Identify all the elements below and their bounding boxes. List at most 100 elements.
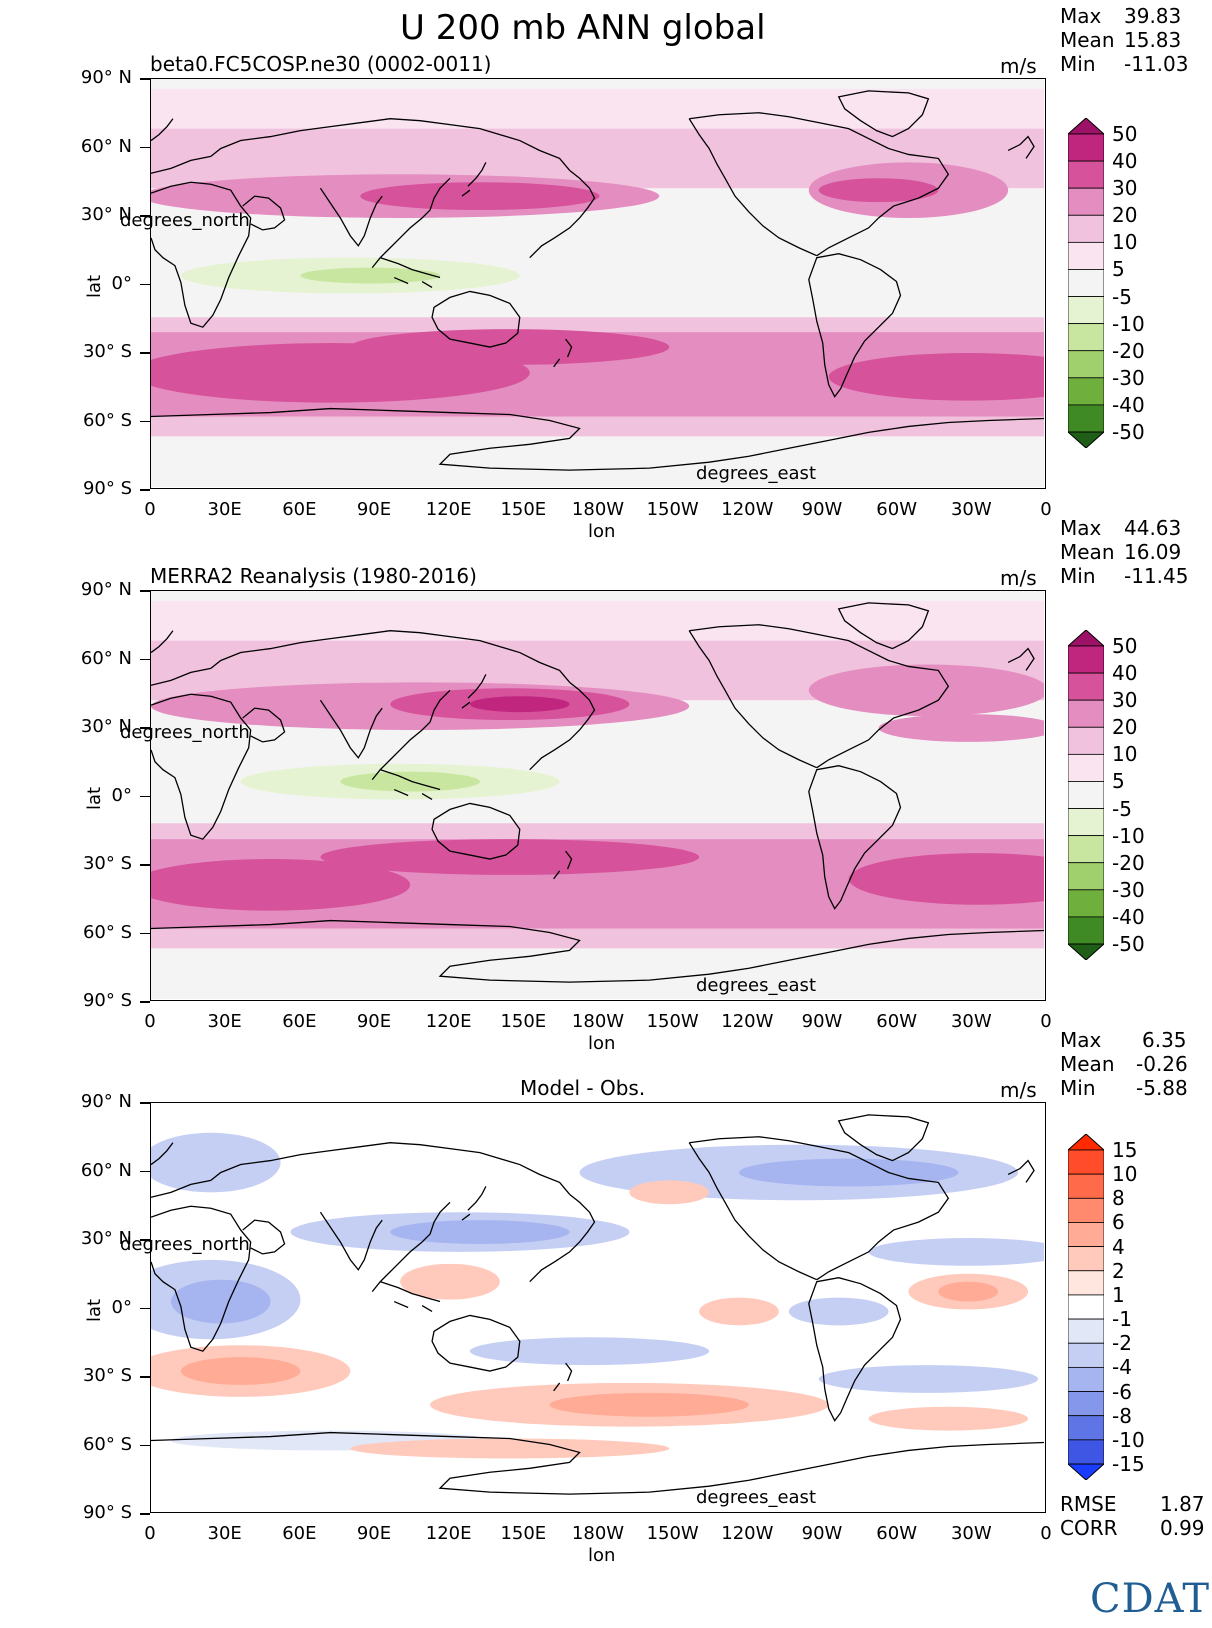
lat-tick-label: 60° S	[82, 921, 132, 943]
lon-tick-label: 60E	[282, 1523, 317, 1544]
lon-tick-label: 30W	[950, 499, 992, 520]
corr-value: 0.99	[1160, 1516, 1205, 1540]
colorbar-swatch	[1068, 1197, 1104, 1223]
colorbar-label: 50	[1112, 122, 1138, 146]
colorbar-swatches	[1068, 1134, 1104, 1480]
lat-tick-label: 30° S	[82, 1365, 132, 1386]
lon-tick-label: 60E	[282, 499, 317, 520]
stat-mean-value: 16.09	[1124, 540, 1182, 564]
lon-tick-label: 150E	[500, 1011, 547, 1032]
lat-tick-label: 0°	[111, 784, 132, 806]
colorbar-swatch	[1068, 1222, 1104, 1248]
colorbar-label: 4	[1112, 1234, 1125, 1259]
lon-tick-label: 150E	[500, 1523, 547, 1544]
colorbar-label: -4	[1112, 1355, 1132, 1380]
colorbar-swatch	[1068, 377, 1104, 406]
lon-tick-label: 90E	[356, 1011, 392, 1032]
colorbar-swatch	[1068, 699, 1104, 728]
colorbar-label: 8	[1112, 1186, 1125, 1211]
map-plot	[150, 590, 1046, 1001]
lat-tick-label: 90° S	[82, 478, 132, 499]
colorbar-label: -40	[1112, 392, 1145, 417]
lat-tick-mark	[140, 283, 150, 285]
lat-tick-label: 60° S	[82, 1433, 132, 1455]
lat-tick-mark	[140, 489, 150, 491]
colorbar-swatch	[1068, 753, 1104, 782]
lat-tick-label: 90° S	[82, 990, 132, 1011]
colorbar-label: -10	[1112, 823, 1145, 848]
lat-tick-mark	[140, 1001, 150, 1003]
colorbar-swatch	[1068, 1439, 1104, 1465]
lat-tick-mark	[140, 795, 150, 797]
lon-tick-label: 150W	[646, 1011, 699, 1032]
stat-min-label: Min	[1060, 52, 1096, 76]
colorbar-label: -30	[1112, 365, 1145, 390]
lon-tick-label: 90W	[801, 1011, 843, 1032]
lat-tick-mark	[140, 420, 150, 422]
lon-tick-label: 90W	[801, 499, 843, 520]
colorbar-label: -50	[1112, 932, 1145, 956]
lon-tick-label: 150E	[500, 499, 547, 520]
colorbar-swatch	[1068, 404, 1104, 433]
colorbar-swatch	[1068, 726, 1104, 755]
colorbar-bottom-arrow	[1068, 1463, 1104, 1480]
lat-overlay: degrees_north	[120, 1234, 250, 1255]
lon-tick-label: 60W	[876, 499, 917, 520]
colorbar-label: 10	[1112, 742, 1138, 767]
lat-tick-mark	[140, 78, 150, 80]
stat-mean-label: Mean	[1060, 1052, 1115, 1076]
lon-tick-label: 90E	[356, 499, 392, 520]
lon-tick-label: 0	[144, 1011, 156, 1032]
lon-tick-label: 150W	[646, 1523, 699, 1544]
main-title: U 200 mb ANN global	[400, 8, 766, 48]
lat-tick-label: 30° N	[80, 716, 132, 737]
lon-tick-label: 180W	[571, 1011, 625, 1032]
lon-tick-label: 0	[144, 499, 156, 520]
colorbar-swatch	[1068, 241, 1104, 270]
lon-tick-label: 0	[1040, 1011, 1052, 1032]
colorbar-label: -5	[1112, 796, 1132, 821]
colorbar-label: -10	[1112, 1427, 1145, 1452]
stat-mean-value: 15.83	[1124, 28, 1182, 52]
panel-model: beta0.FC5COSP.ne30 (0002-0011) m/s Max 3…	[0, 0, 1212, 542]
lat-tick-mark	[140, 1307, 150, 1309]
map-plot	[150, 1102, 1046, 1513]
lon-tick-label: 30E	[207, 1523, 242, 1544]
lat-tick-label: 30° N	[80, 204, 132, 225]
colorbar-label: 1	[1112, 1282, 1125, 1307]
lon-tick-label: 120E	[425, 499, 472, 520]
stat-min-value: -11.45	[1124, 564, 1189, 588]
lat-tick-mark	[140, 1170, 150, 1172]
lon-tick-label: 120W	[721, 499, 774, 520]
lat-tick-label: 60° N	[80, 1159, 132, 1181]
lat-tick-mark	[140, 932, 150, 934]
stat-mean-label: Mean	[1060, 540, 1115, 564]
lat-tick-label: 30° S	[82, 853, 132, 874]
lat-tick-label: 60° S	[82, 409, 132, 431]
lat-overlay: degrees_north	[120, 210, 250, 231]
units-label: m/s	[1000, 1078, 1037, 1102]
colorbar-swatch	[1068, 1366, 1104, 1392]
colorbar-label: -1	[1112, 1307, 1132, 1332]
lon-tick-label: 180W	[571, 499, 625, 520]
lon-tick-label: 30W	[950, 1011, 992, 1032]
lat-tick-label: 0°	[111, 272, 132, 294]
colorbar-label: 40	[1112, 661, 1138, 686]
map-plot	[150, 78, 1046, 489]
panel-obs: MERRA2 Reanalysis (1980-2016) m/s Max 44…	[0, 512, 1212, 1054]
lon-tick-label: 30E	[207, 1011, 242, 1032]
lon-tick-label: 120W	[721, 1523, 774, 1544]
lat-tick-mark	[140, 1102, 150, 1104]
colorbar-top-arrow	[1068, 1134, 1104, 1151]
rmse-label: RMSE	[1060, 1492, 1117, 1516]
lat-tick-label: 30° S	[82, 341, 132, 362]
lon-tick-label: 0	[1040, 499, 1052, 520]
colorbar-field: 50 40 30 20 10 5 -5 -10 -20 -30 -40 -50	[1068, 118, 1145, 448]
colorbar-label: 6	[1112, 1210, 1125, 1235]
lon-tick-label: 60W	[876, 1011, 917, 1032]
lon-tick-label: 150W	[646, 499, 699, 520]
colorbar-swatch	[1068, 916, 1104, 945]
colorbar-swatch	[1068, 645, 1104, 674]
colorbar-swatch	[1068, 350, 1104, 379]
corr-label: CORR	[1060, 1516, 1118, 1540]
